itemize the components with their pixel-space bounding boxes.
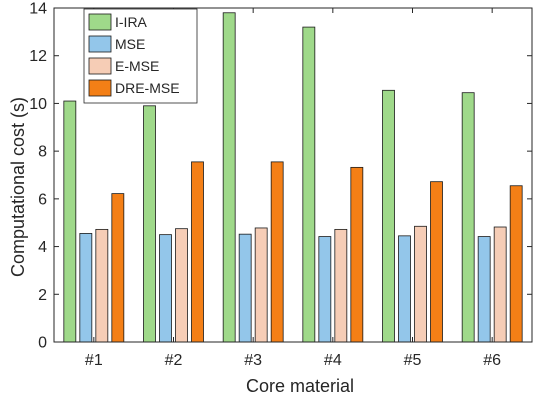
bar-i-ira-2 [143, 105, 156, 343]
bar-dre-mse-6 [509, 185, 523, 343]
bar-mse-4 [318, 236, 332, 343]
bar-i-ira-5 [382, 89, 395, 343]
y-tick-label: 6 [38, 191, 47, 208]
bar-e-mse-3 [254, 227, 268, 343]
bar-i-ira-6 [461, 92, 475, 343]
bar-mse-5 [398, 235, 411, 343]
y-tick-label: 0 [38, 335, 47, 352]
bar-mse-3 [238, 233, 252, 343]
bar-mse-6 [477, 236, 491, 343]
bar-e-mse-4 [334, 228, 348, 343]
bar-i-ira-1 [63, 100, 77, 343]
legend-label-mse: MSE [115, 36, 145, 52]
ticks-group: 0 2 4 6 8 10 12 14 #1 #2 #3 #4 #5 #6 [29, 1, 532, 369]
x-tick-label: #5 [404, 352, 422, 369]
y-tick-label: 12 [29, 48, 47, 65]
bar-i-ira-3 [222, 12, 236, 343]
bar-mse-1 [79, 233, 93, 343]
bar-i-ira-4 [302, 26, 316, 343]
x-tick-label: #1 [85, 352, 103, 369]
legend-label-i-ira: I-IRA [115, 14, 148, 30]
legend-swatch-dre-mse [88, 79, 112, 97]
bar-dre-mse-2 [191, 161, 204, 343]
legend-swatch-mse [88, 35, 112, 53]
x-tick-label: #3 [244, 352, 262, 369]
bar-e-mse-2 [175, 228, 188, 343]
legend-label-dre-mse: DRE-MSE [115, 80, 180, 96]
axes-group [53, 7, 533, 343]
x-axis-title: Core material [246, 376, 354, 396]
plot-area-frame [53, 7, 533, 343]
bar-dre-mse-3 [270, 161, 284, 343]
bar-dre-mse-4 [350, 166, 364, 343]
bar-e-mse-5 [414, 225, 427, 343]
legend-swatch-e-mse [88, 57, 112, 75]
y-tick-label: 8 [38, 144, 47, 161]
bar-e-mse-1 [95, 228, 109, 343]
bars-group [63, 12, 523, 343]
y-tick-label: 4 [38, 239, 47, 256]
y-tick-label: 2 [38, 287, 47, 304]
y-tick-label: 10 [29, 96, 47, 113]
bar-dre-mse-5 [430, 181, 443, 343]
legend: I-IRA MSE E-MSE DRE-MSE [83, 8, 198, 104]
bar-e-mse-6 [493, 226, 507, 343]
y-tick-label: 14 [29, 1, 47, 18]
legend-swatch-i-ira [88, 13, 112, 31]
bar-dre-mse-1 [111, 193, 125, 343]
x-tick-label: #6 [483, 352, 501, 369]
bar-mse-2 [159, 234, 172, 343]
legend-label-e-mse: E-MSE [115, 58, 159, 74]
x-tick-label: #4 [324, 352, 342, 369]
x-tick-label: #2 [165, 352, 183, 369]
y-axis-title: Computational cost (s) [8, 97, 28, 277]
